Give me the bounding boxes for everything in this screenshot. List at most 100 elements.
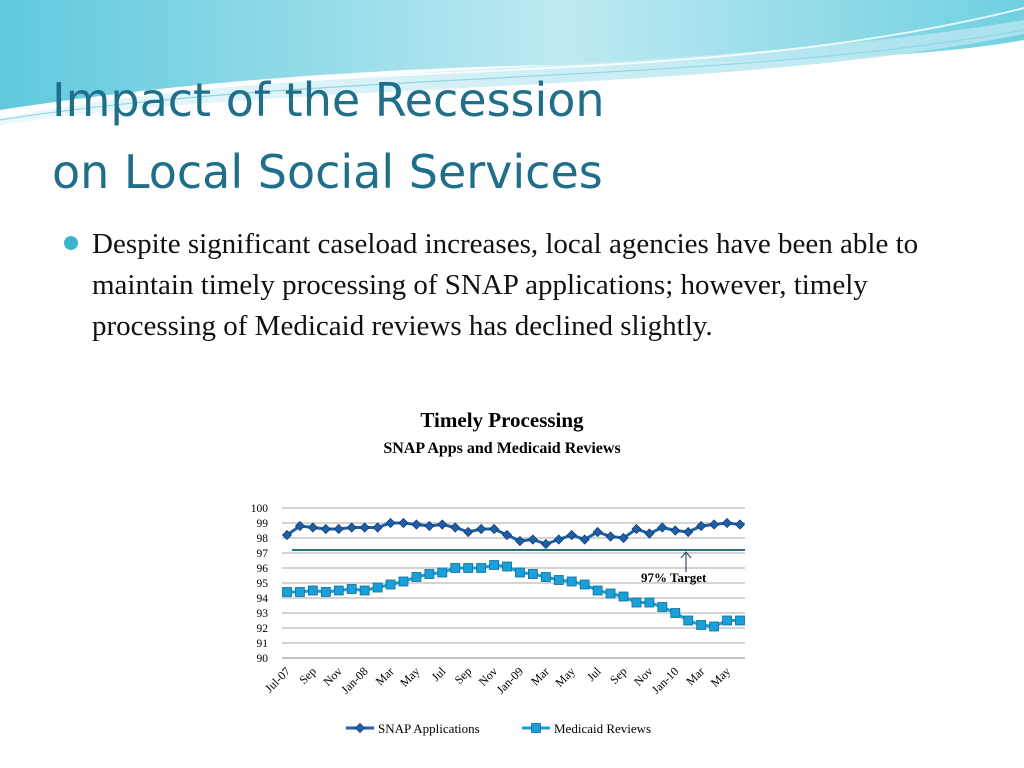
snap-point xyxy=(566,529,577,541)
snap-point xyxy=(683,526,694,538)
y-tick-label: 99 xyxy=(257,518,269,530)
snap-point xyxy=(670,525,681,536)
medicaid-point xyxy=(411,572,422,582)
medicaid-point xyxy=(735,615,745,626)
medicaid-point xyxy=(696,620,707,630)
y-tick-label: 93 xyxy=(257,608,269,620)
medicaid-point xyxy=(528,569,538,579)
medicaid-point xyxy=(359,585,370,596)
chart-subtitle: SNAP Apps and Medicaid Reviews xyxy=(383,440,620,457)
legend-snap-marker xyxy=(354,722,366,734)
snap-point xyxy=(709,519,720,530)
chart-series xyxy=(281,517,746,632)
medicaid-point xyxy=(307,585,318,596)
legend-snap-label: SNAP Applications xyxy=(378,721,480,736)
snap-point xyxy=(385,517,396,529)
medicaid-point xyxy=(553,575,564,585)
legend-medicaid-label: Medicaid Reviews xyxy=(554,721,651,736)
medicaid-point xyxy=(722,615,732,626)
x-tick-label: Jan-10 xyxy=(649,664,682,697)
header-swoosh-decoration xyxy=(0,0,1024,125)
medicaid-point xyxy=(605,588,616,599)
x-tick-label: Mar xyxy=(528,664,552,688)
snap-point xyxy=(463,526,474,538)
medicaid-point xyxy=(644,597,655,608)
snap-point xyxy=(501,529,513,541)
snap-point xyxy=(437,519,448,530)
slide-title: Impact of the Recession on Local Social … xyxy=(52,64,605,208)
target-label: 97% Target xyxy=(641,570,707,585)
x-tick-label: Sep xyxy=(452,664,475,687)
medicaid-point xyxy=(346,584,357,594)
snap-point xyxy=(346,522,357,533)
x-tick-label: Sep xyxy=(296,664,319,687)
snap-point xyxy=(657,522,668,533)
medicaid-point xyxy=(579,579,590,590)
medicaid-point xyxy=(295,587,305,597)
snap-point xyxy=(696,520,707,532)
snap-point xyxy=(644,528,655,539)
snap-point xyxy=(721,517,733,529)
medicaid-point xyxy=(424,569,435,579)
y-tick-label: 98 xyxy=(257,533,269,545)
snap-point xyxy=(489,523,500,535)
snap-point xyxy=(320,523,331,535)
target-arrow-icon xyxy=(680,551,692,572)
snap-point xyxy=(450,522,461,533)
medicaid-point xyxy=(657,602,668,612)
snap-point xyxy=(411,519,422,530)
x-tick-label: May xyxy=(708,664,733,689)
y-tick-label: 95 xyxy=(257,578,269,590)
snap-point xyxy=(618,532,629,544)
medicaid-point xyxy=(463,563,474,573)
snap-point xyxy=(333,523,344,535)
chart-title: Timely Processing xyxy=(420,408,584,432)
snap-point xyxy=(359,522,370,533)
snap-point xyxy=(527,534,538,545)
medicaid-point xyxy=(398,576,409,587)
x-tick-label: Jan-09 xyxy=(494,664,527,697)
snap-point xyxy=(579,534,590,545)
snap-point xyxy=(631,523,642,535)
medicaid-point xyxy=(631,597,642,608)
slide-title-line-2: on Local Social Services xyxy=(52,145,603,199)
snap-point xyxy=(592,526,603,538)
snap-point xyxy=(476,523,487,535)
x-tick-label: Jul-07 xyxy=(262,664,293,695)
medicaid-point xyxy=(489,560,499,570)
snap-point xyxy=(281,529,293,541)
medicaid-point xyxy=(476,563,487,573)
x-tick-label: Jan-08 xyxy=(338,664,371,697)
medicaid-point xyxy=(540,572,551,582)
bullet-dot-icon xyxy=(64,236,78,250)
y-tick-label: 100 xyxy=(251,503,269,515)
x-tick-label: Sep xyxy=(607,664,630,687)
bullet-text: Despite significant caseload increases, … xyxy=(92,228,919,342)
x-tick-label: Jul xyxy=(584,664,604,684)
snap-point xyxy=(294,520,306,532)
legend-medicaid-marker xyxy=(531,723,541,733)
timely-processing-chart: Timely Processing SNAP Apps and Medicaid… xyxy=(251,408,746,736)
y-tick-label: 97 xyxy=(257,548,269,560)
target-line-group: 97% Target xyxy=(292,549,745,585)
y-tick-label: 94 xyxy=(257,593,269,605)
snap-point xyxy=(514,535,526,547)
medicaid-point xyxy=(709,621,720,632)
x-tick-label: May xyxy=(397,664,422,689)
medicaid-point xyxy=(502,561,512,572)
y-axis-tick-labels: 90 91 92 93 94 95 96 97 98 99 100 xyxy=(251,503,269,665)
medicaid-point xyxy=(450,563,461,573)
medicaid-point xyxy=(385,579,396,590)
snap-point xyxy=(540,538,551,550)
medicaid-point xyxy=(515,567,525,578)
medicaid-point xyxy=(437,567,448,578)
medicaid-point xyxy=(592,585,603,596)
medicaid-point xyxy=(566,576,577,587)
medicaid-point xyxy=(372,582,383,593)
y-tick-label: 92 xyxy=(257,623,269,635)
snap-point xyxy=(424,520,435,532)
x-tick-label: Mar xyxy=(683,664,707,688)
medicaid-point xyxy=(320,587,331,597)
chart-legend: SNAP Applications Medicaid Reviews xyxy=(346,721,651,736)
